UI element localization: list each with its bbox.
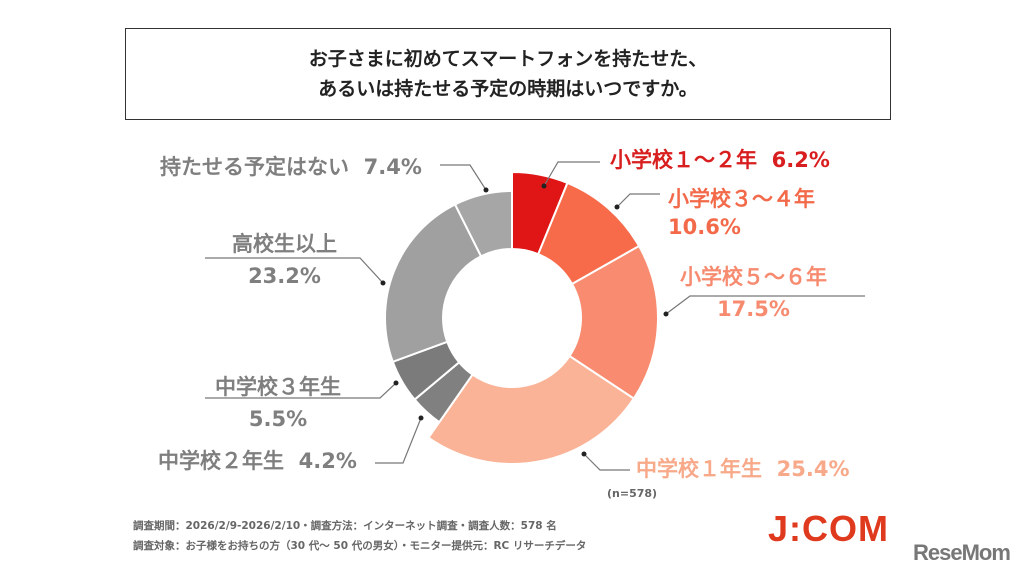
- slice-label-6: 高校生以上 23.2%: [232, 232, 337, 288]
- donut-slice-7: [453, 189, 513, 258]
- leader-line-5: [205, 382, 397, 399]
- donut-slice-2: [568, 244, 659, 400]
- slice-label-3: 中学校１年生 25.4%: [636, 457, 850, 481]
- chart-title-box: お子さまに初めてスマートフォンを持たせた、 あるいは持たせる予定の時期はいつです…: [125, 28, 891, 120]
- chart-title-line-2: あるいは持たせる予定の時期はいつですか。: [318, 78, 698, 100]
- leader-dot-4: [418, 415, 424, 421]
- chart-title-line-1: お子さまに初めてスマートフォンを持たせた、: [308, 48, 708, 70]
- leader-line-7: [440, 164, 487, 191]
- resemom-logo: ReseMom: [913, 540, 1011, 565]
- slice-label-4: 中学校２年生 4.2%: [158, 449, 357, 473]
- slice-label-0: 小学校１～２年 6.2%: [610, 148, 830, 172]
- leader-dot-6: [380, 280, 386, 286]
- leader-line-0: [543, 161, 600, 187]
- slice-label-2: 小学校５～６年 17.5%: [680, 265, 827, 321]
- jcom-logo: J:COM: [768, 508, 889, 549]
- leader-dot-5: [393, 380, 399, 386]
- donut-slice-6: [384, 203, 483, 364]
- leader-line-2: [665, 295, 865, 315]
- slice-label-7: 持たせる予定はない 7.4%: [160, 155, 422, 179]
- sample-size-note: (n=578): [607, 487, 658, 500]
- leader-line-4: [375, 417, 422, 464]
- leader-line-3: [583, 453, 630, 471]
- leader-line-1: [616, 193, 660, 208]
- leader-dot-2: [663, 311, 669, 317]
- slice-label-5: 中学校３年生 5.5%: [215, 375, 341, 431]
- slice-label-1: 小学校３～４年 10.6%: [668, 187, 815, 239]
- footer-survey-period: 調査期間：2026/2/9-2026/2/10・調査方法：インターネット調査・調…: [133, 520, 557, 532]
- leader-line-6: [205, 257, 384, 284]
- donut-slice-3: [427, 354, 636, 465]
- leader-dot-1: [614, 204, 620, 210]
- leader-dot-7: [483, 187, 489, 193]
- leader-dot-3: [581, 451, 587, 457]
- footer-survey-target: 調査対象：お子様をお持ちの方（30 代～ 50 代の男女）・モニター提供元：RC…: [133, 540, 587, 552]
- leader-dot-0: [541, 183, 547, 189]
